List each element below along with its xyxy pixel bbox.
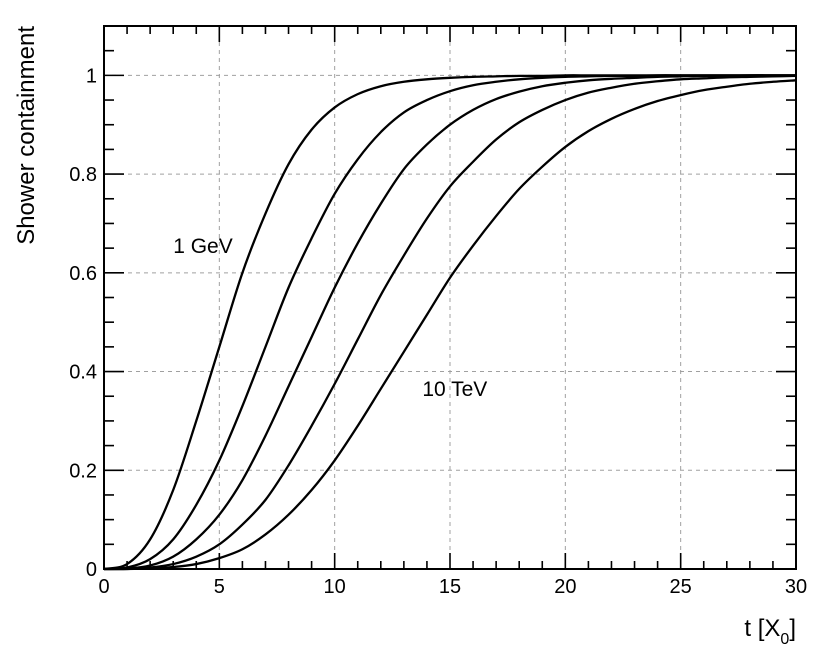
axis-ticks bbox=[103, 25, 797, 570]
y-tick-label: 0.8 bbox=[69, 164, 97, 186]
x-axis-title: t [X0] bbox=[744, 615, 796, 647]
x-tick-label: 0 bbox=[98, 576, 109, 598]
y-tick-label: 0.2 bbox=[69, 460, 97, 482]
x-tick-label: 25 bbox=[670, 576, 692, 598]
y-tick-label: 0.6 bbox=[69, 263, 97, 285]
x-tick-label: 10 bbox=[324, 576, 346, 598]
y-tick-label: 1 bbox=[86, 65, 97, 87]
y-axis-title: Shower containment bbox=[13, 26, 40, 245]
y-tick-label: 0 bbox=[86, 559, 97, 581]
series-line-3 bbox=[103, 74, 796, 571]
x-tick-label: 20 bbox=[554, 576, 576, 598]
x-tick-label: 30 bbox=[785, 576, 807, 598]
series-line-4 bbox=[103, 74, 797, 571]
y-tick-labels: 0 0.2 0.4 0.6 0.8 1 bbox=[69, 65, 97, 581]
x-tick-labels: 0 5 10 15 20 25 30 bbox=[98, 576, 807, 598]
x-tick-label: 15 bbox=[439, 576, 461, 598]
annotations: 1 GeV 10 TeV bbox=[173, 235, 487, 401]
annotation-1: 1 GeV bbox=[173, 235, 233, 258]
annotation-2: 10 TeV bbox=[422, 378, 487, 401]
y-tick-label: 0.4 bbox=[69, 362, 97, 384]
grid bbox=[104, 26, 796, 569]
x-tick-label: 5 bbox=[214, 576, 225, 598]
